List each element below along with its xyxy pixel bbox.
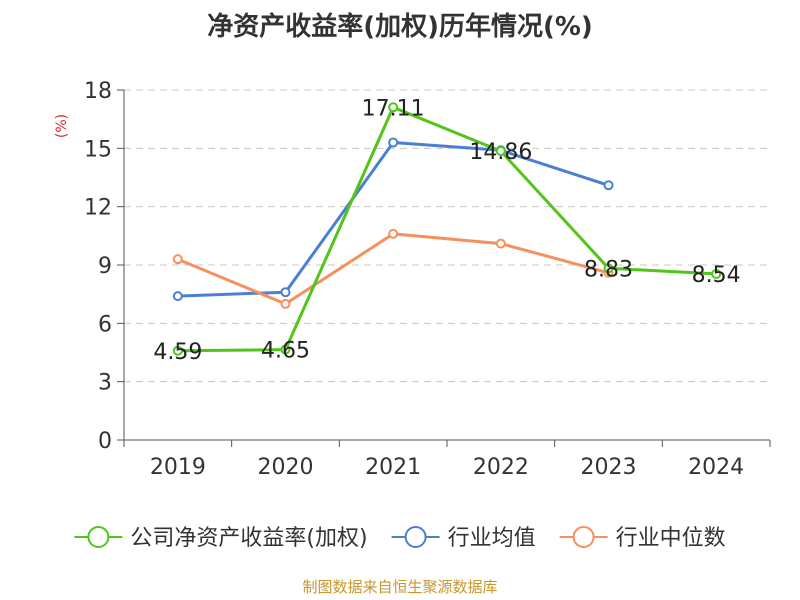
data-point	[172, 345, 183, 356]
data-label: 14.86	[469, 140, 532, 165]
data-label: 8.54	[692, 263, 741, 288]
y-tick-label: 3	[98, 371, 112, 396]
data-point	[172, 291, 183, 302]
legend: 公司净资产收益率(加权) 行业均值 行业中位数	[74, 526, 726, 551]
data-point	[495, 146, 506, 157]
legend-item[interactable]: 行业中位数	[559, 526, 726, 551]
data-label: 4.59	[153, 340, 202, 365]
y-tick-label: 6	[98, 312, 112, 337]
legend-marker-icon	[404, 526, 427, 548]
data-point	[280, 344, 291, 355]
data-label: 4.65	[261, 339, 310, 364]
data-point	[172, 254, 183, 265]
data-point	[603, 263, 614, 274]
series-line	[177, 141, 609, 298]
data-point	[388, 137, 399, 148]
data-point	[388, 228, 399, 239]
y-tick-label: 12	[84, 196, 112, 221]
series-line	[177, 105, 717, 353]
x-tick-label: 2019	[150, 455, 206, 480]
data-labels: 4.59 4.65 17.11 14.86 8.83 8.54	[153, 96, 740, 364]
data-point	[388, 102, 399, 113]
legend-label: 公司净资产收益率(加权)	[130, 526, 367, 551]
data-point	[603, 180, 614, 191]
data-point	[280, 287, 291, 298]
legend-marker-icon	[572, 526, 595, 548]
legend-label: 行业均值	[448, 526, 536, 551]
legend-item[interactable]: 公司净资产收益率(加权)	[74, 526, 368, 551]
data-point	[280, 298, 291, 309]
y-tick-label: 0	[98, 429, 112, 454]
data-label: 8.83	[584, 257, 633, 282]
axes: 0 3 6 9 12 15 18 2019 2020 2021 2022 2023 2024	[84, 79, 771, 480]
x-tick-label: 2021	[365, 455, 421, 480]
legend-marker-icon	[87, 526, 110, 548]
legend-item[interactable]: 行业均值	[391, 526, 536, 551]
y-tick-label: 9	[98, 254, 112, 279]
series	[172, 102, 722, 356]
y-axis-label: (%)	[54, 114, 70, 138]
y-tick-label: 18	[84, 79, 112, 104]
chart-title: 净资产收益率(加权)历年情况(%)	[207, 11, 593, 42]
grid	[124, 89, 770, 383]
data-point	[711, 268, 722, 279]
x-tick-label: 2024	[688, 455, 744, 480]
legend-label: 行业中位数	[616, 526, 726, 551]
x-tick-label: 2022	[473, 455, 529, 480]
data-label: 17.11	[362, 96, 425, 121]
y-tick-label: 15	[84, 137, 112, 162]
data-point	[495, 238, 506, 249]
x-tick-label: 2020	[258, 455, 314, 480]
x-tick-label: 2023	[581, 455, 637, 480]
source-note: 制图数据来自恒生聚源数据库	[302, 578, 497, 596]
